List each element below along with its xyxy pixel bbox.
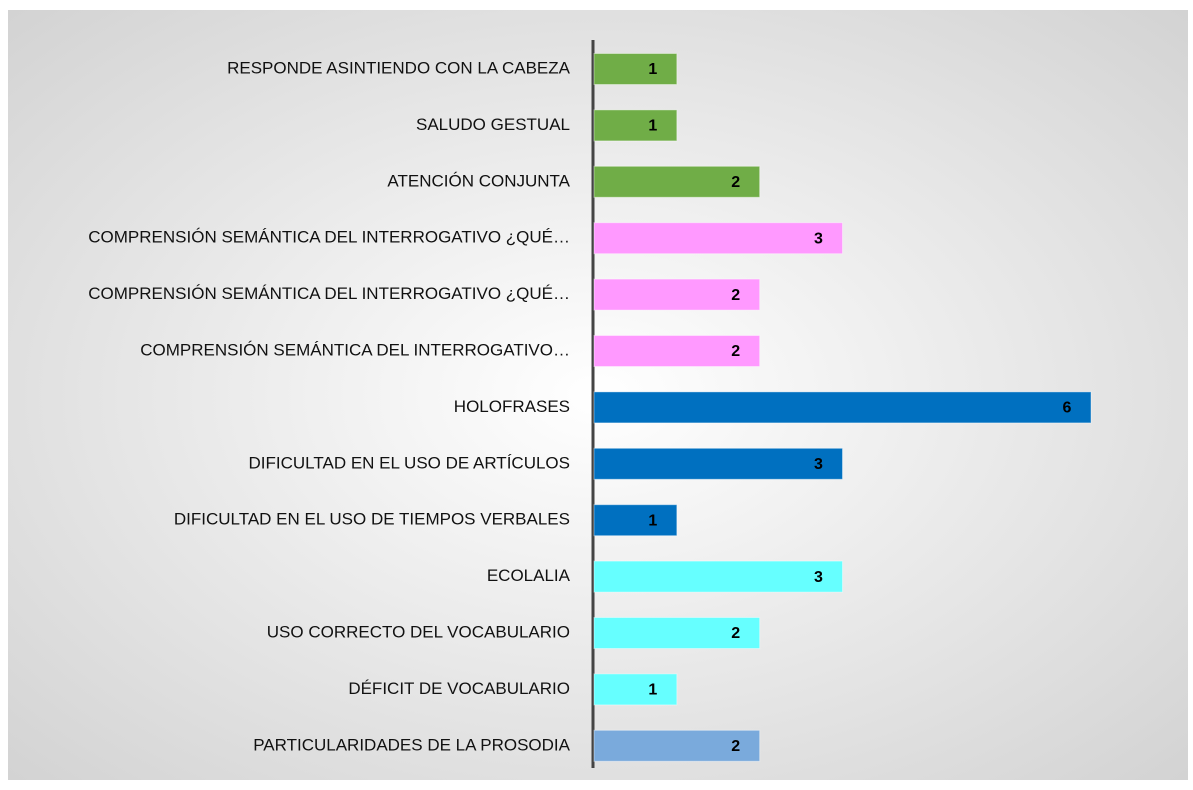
category-label: RESPONDE ASINTIENDO CON LA CABEZA (227, 58, 571, 77)
data-label: 1 (648, 512, 657, 529)
bar (593, 53, 678, 85)
data-label: 2 (731, 174, 740, 191)
data-label: 3 (814, 456, 823, 473)
category-label: COMPRENSIÓN SEMÁNTICA DEL INTERROGATIVO … (88, 284, 570, 303)
data-label: 3 (814, 569, 823, 586)
bar (593, 222, 843, 255)
data-label: 2 (731, 625, 740, 642)
category-label: COMPRENSIÓN SEMÁNTICA DEL INTERROGATIVO… (140, 340, 570, 359)
data-label: 2 (731, 343, 740, 360)
bar (593, 109, 678, 142)
bar (593, 165, 761, 198)
bar (593, 278, 761, 311)
category-label: DÉFICIT DE VOCABULARIO (348, 679, 570, 698)
bar (593, 617, 761, 649)
data-label: 6 (1063, 400, 1072, 417)
category-label: ATENCIÓN CONJUNTA (387, 171, 570, 190)
category-label: COMPRENSIÓN SEMÁNTICA DEL INTERROGATIVO … (88, 228, 570, 247)
data-label: 2 (731, 738, 740, 755)
bar (593, 504, 678, 537)
category-label: DIFICULTAD EN EL USO DE ARTÍCULOS (249, 453, 571, 472)
category-label: ECOLALIA (487, 566, 571, 585)
bar (593, 447, 843, 480)
bar (593, 335, 761, 367)
data-label: 3 (814, 230, 823, 247)
category-label: USO CORRECTO DEL VOCABULARIO (267, 622, 570, 641)
bar (593, 391, 1092, 424)
bar (593, 560, 843, 593)
category-label: SALUDO GESTUAL (416, 115, 570, 134)
data-label: 2 (731, 287, 740, 304)
category-label: DIFICULTAD EN EL USO DE TIEMPOS VERBALES (174, 510, 570, 529)
category-label: HOLOFRASES (454, 397, 570, 416)
bar (593, 673, 678, 706)
category-label: PARTICULARIDADES DE LA PROSODIA (253, 735, 570, 754)
data-label: 1 (648, 682, 657, 699)
data-label: 1 (648, 118, 657, 135)
data-label: 1 (648, 61, 657, 78)
bar (593, 729, 761, 762)
